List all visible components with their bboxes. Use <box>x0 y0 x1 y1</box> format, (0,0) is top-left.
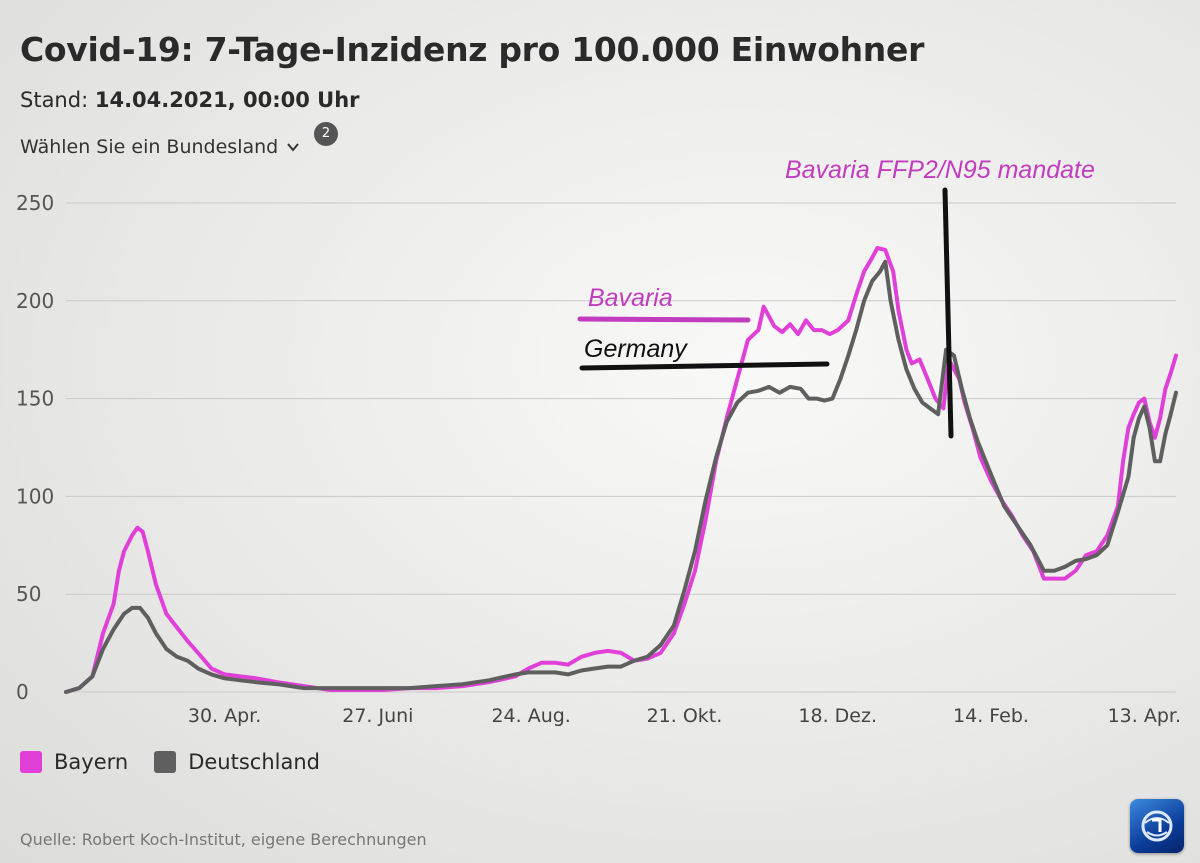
stand-label: Stand: <box>20 88 89 112</box>
chevron-down-icon <box>287 143 299 152</box>
y-tick-label: 150 <box>16 387 54 411</box>
bundesland-selector[interactable]: Wählen Sie ein Bundesland <box>20 136 300 158</box>
chart-title: Covid-19: 7-Tage-Inzidenz pro 100.000 Ei… <box>20 30 925 69</box>
y-tick-label: 0 <box>16 680 29 704</box>
x-tick-label: 21. Okt. <box>647 705 723 727</box>
annotation-mandate-line <box>942 187 954 439</box>
y-tick-label: 200 <box>16 289 54 313</box>
x-tick-label: 27. Juni <box>342 705 413 727</box>
notification-badge: 2 <box>314 122 338 146</box>
bundesland-selector-label: Wählen Sie ein Bundesland <box>20 136 279 158</box>
legend-item-bayern[interactable]: Bayern <box>20 750 128 774</box>
legend-swatch-bayern <box>20 751 42 773</box>
x-tick-label: 30. Apr. <box>188 705 261 727</box>
x-tick-label: 18. Dez. <box>798 705 877 727</box>
x-tick-label: 14. Feb. <box>953 705 1029 727</box>
legend-swatch-deutschland <box>154 751 177 773</box>
annotation-germany-line <box>579 361 830 371</box>
y-tick-label: 250 <box>16 191 54 215</box>
y-tick-label: 100 <box>16 484 54 508</box>
annotation-bavaria-label: Bavaria <box>588 284 673 312</box>
stand-date: Stand: 14.04.2021, 00:00 Uhr <box>20 88 360 112</box>
x-tick-label: 24. Aug. <box>491 705 570 727</box>
annotation-germany-label: Germany <box>584 335 688 363</box>
annotation-mandate-label: Bavaria FFP2/N95 mandate <box>785 156 1095 184</box>
annotation-bavaria-line <box>577 316 751 323</box>
series-line-deutschland <box>64 259 1178 694</box>
y-tick-label: 50 <box>16 582 41 606</box>
stand-value: 14.04.2021, 00:00 Uhr <box>94 88 360 112</box>
source-note: Quelle: Robert Koch-Institut, eigene Ber… <box>20 830 427 849</box>
legend-label-deutschland: Deutschland <box>188 750 320 774</box>
series-line-bayern <box>64 246 1178 694</box>
legend: Bayern Deutschland <box>20 750 346 774</box>
legend-item-deutschland[interactable]: Deutschland <box>154 750 320 774</box>
x-tick-label: 13. Apr. <box>1108 705 1181 727</box>
ard-tagesschau-logo-icon <box>1130 799 1184 853</box>
globe-icon <box>1141 810 1173 842</box>
legend-label-bayern: Bayern <box>54 750 129 774</box>
